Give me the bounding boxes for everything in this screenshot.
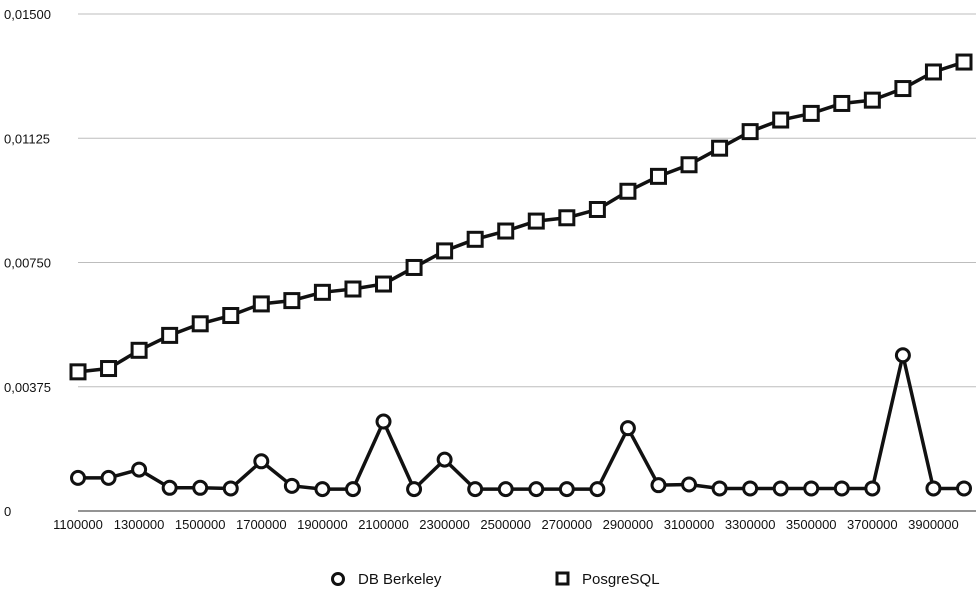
data-point-db-berkeley <box>589 481 606 498</box>
data-point-posgresql <box>497 222 515 240</box>
data-point-posgresql <box>741 123 759 141</box>
x-tick-label: 3300000 <box>725 517 776 532</box>
data-point-db-berkeley <box>100 469 117 486</box>
x-tick-label: 3900000 <box>908 517 959 532</box>
y-tick-label: 0,00750 <box>4 256 51 271</box>
data-point-posgresql <box>955 53 973 71</box>
legend-marker-square <box>555 571 570 586</box>
y-axis-ticks: 0 0,00375 0,00750 0,01125 0,01500 <box>4 7 51 519</box>
y-tick-label: 0,01125 <box>4 131 50 146</box>
data-point-db-berkeley <box>956 480 972 497</box>
x-tick-label: 1100000 <box>53 517 103 532</box>
x-tick-label: 1700000 <box>236 517 287 532</box>
data-point-db-berkeley <box>894 347 911 364</box>
data-point-db-berkeley <box>344 481 361 498</box>
y-tick-label: 0,01500 <box>4 7 51 22</box>
x-tick-label: 2300000 <box>419 517 470 532</box>
data-point-posgresql <box>222 307 240 325</box>
data-point-posgresql <box>252 295 270 313</box>
x-axis-ticks: 1100000 1300000 1500000 1700000 1900000 21000… <box>53 517 959 532</box>
x-tick-label: 3100000 <box>664 517 715 532</box>
series-line-db-berkeley <box>78 353 964 491</box>
legend-marker-circle <box>331 572 345 586</box>
data-point-posgresql <box>191 315 209 333</box>
legend-label-db-berkeley: DB Berkeley <box>358 571 442 588</box>
data-point-posgresql <box>833 94 851 112</box>
data-point-db-berkeley <box>833 480 850 497</box>
x-tick-label: 3700000 <box>847 517 898 532</box>
data-point-db-berkeley <box>70 469 86 486</box>
data-point-db-berkeley <box>681 476 698 493</box>
legend-label-posgresql: PosgreSQL <box>582 571 660 588</box>
data-point-posgresql <box>802 104 820 122</box>
data-point-db-berkeley <box>772 480 789 497</box>
data-point-posgresql <box>375 275 393 293</box>
gridlines <box>78 13 976 512</box>
data-point-posgresql <box>466 230 484 248</box>
data-point-posgresql <box>100 360 118 378</box>
data-point-posgresql <box>588 200 606 218</box>
legend-item-posgresql: PosgreSQL <box>555 571 660 588</box>
legend-item-db-berkeley: DB Berkeley <box>331 571 442 588</box>
data-point-posgresql <box>894 80 912 98</box>
data-point-db-berkeley <box>864 480 881 497</box>
data-point-posgresql <box>436 242 454 260</box>
data-point-db-berkeley <box>222 480 239 497</box>
data-point-posgresql <box>527 212 545 230</box>
data-point-db-berkeley <box>650 477 667 494</box>
x-tick-label: 3500000 <box>786 517 837 532</box>
data-point-posgresql <box>772 111 790 129</box>
data-point-posgresql <box>863 91 881 109</box>
data-point-db-berkeley <box>742 480 759 497</box>
data-point-db-berkeley <box>467 481 484 498</box>
data-point-posgresql <box>283 292 301 310</box>
data-point-db-berkeley <box>925 480 942 497</box>
data-point-posgresql <box>711 139 729 157</box>
data-point-db-berkeley <box>314 481 331 498</box>
x-tick-label: 1500000 <box>175 517 226 532</box>
series-markers <box>69 53 973 498</box>
data-point-posgresql <box>69 363 87 381</box>
data-point-db-berkeley <box>406 481 423 498</box>
data-point-db-berkeley <box>436 451 453 468</box>
y-tick-label: 0,00375 <box>4 380 51 395</box>
legend: DB Berkeley PosgreSQL <box>331 571 660 588</box>
x-tick-label: 1300000 <box>114 517 165 532</box>
data-point-posgresql <box>161 326 179 344</box>
data-point-posgresql <box>558 209 576 227</box>
data-point-posgresql <box>313 283 331 301</box>
data-point-db-berkeley <box>497 481 514 498</box>
data-point-db-berkeley <box>803 480 820 497</box>
data-point-posgresql <box>619 182 637 200</box>
x-tick-label: 2900000 <box>603 517 654 532</box>
x-tick-label: 2700000 <box>542 517 593 532</box>
data-point-posgresql <box>130 341 148 359</box>
data-point-posgresql <box>680 156 698 174</box>
data-point-db-berkeley <box>558 481 575 498</box>
x-tick-label: 2100000 <box>358 517 409 532</box>
data-point-db-berkeley <box>375 413 392 430</box>
data-point-db-berkeley <box>711 480 728 497</box>
y-tick-label: 0 <box>4 504 11 519</box>
data-point-posgresql <box>924 63 942 81</box>
data-point-posgresql <box>649 167 667 185</box>
data-point-posgresql <box>344 280 362 298</box>
data-point-posgresql <box>405 258 423 276</box>
data-point-db-berkeley <box>253 453 270 470</box>
x-tick-label: 2500000 <box>480 517 531 532</box>
series-lines <box>77 60 965 491</box>
data-point-db-berkeley <box>161 479 178 496</box>
x-tick-label: 1900000 <box>297 517 348 532</box>
data-point-db-berkeley <box>131 461 148 478</box>
data-point-db-berkeley <box>283 477 300 494</box>
series-line-posgresql <box>77 60 965 374</box>
data-point-db-berkeley <box>192 479 209 496</box>
data-point-db-berkeley <box>619 420 636 437</box>
data-point-db-berkeley <box>528 481 545 498</box>
